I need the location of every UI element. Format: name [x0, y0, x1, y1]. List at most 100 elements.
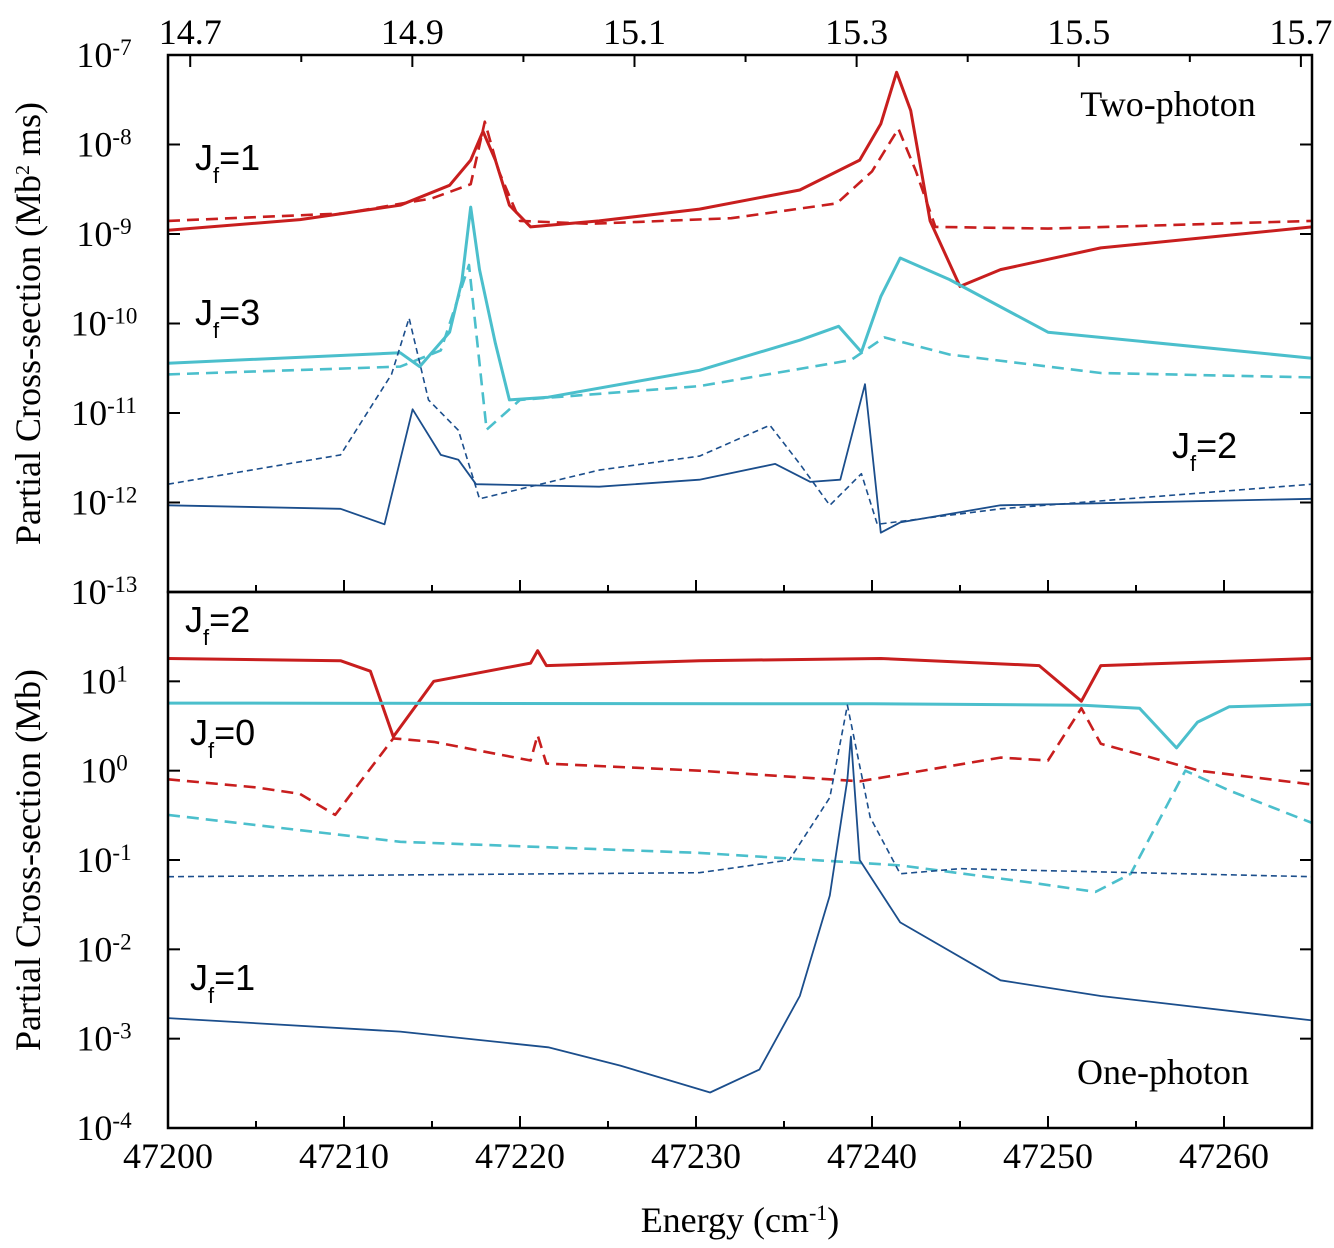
text-part: f: [203, 625, 210, 650]
series-line: [168, 649, 1312, 739]
tick-exponent: -4: [112, 1108, 132, 1133]
annotation: Jf=1: [190, 957, 255, 1008]
text-part: J: [195, 292, 213, 333]
text-part: f: [1190, 451, 1197, 476]
text-part: =1: [219, 137, 260, 178]
text-part: J: [190, 957, 208, 998]
series-line: [168, 769, 1312, 894]
tick-base: 10: [80, 661, 116, 701]
annotation: Jf=3: [195, 292, 260, 343]
series-line: [168, 701, 1312, 750]
y-tick-label: 100: [80, 750, 128, 791]
x2-tick-label: 14.9: [381, 12, 444, 52]
tick-base: 10: [76, 929, 112, 969]
series-group: [168, 649, 1312, 1094]
tick-base: 10: [76, 214, 112, 254]
y-tick-label: 10-11: [71, 393, 137, 434]
text-part: =2: [209, 599, 250, 640]
series-line: [168, 120, 1312, 230]
tick-exponent: 1: [116, 661, 128, 686]
y-tick-label: 10-3: [76, 1018, 131, 1059]
tick-exponent: -8: [112, 124, 131, 149]
x-tick-label: 47220: [475, 1136, 565, 1176]
x2-tick-label: 15.1: [603, 12, 666, 52]
tick-base: 10: [71, 393, 107, 433]
annotation: Two-photon: [1080, 84, 1255, 124]
series-line: [168, 70, 1312, 288]
text-part: J: [190, 712, 208, 753]
x2-tick-label: 15.5: [1047, 12, 1110, 52]
series-line: [168, 317, 1312, 526]
text-part: f: [213, 318, 220, 343]
text-part: f: [208, 983, 215, 1008]
y-tick-label: 10-1: [76, 840, 131, 881]
annotation: Jf=1: [195, 137, 260, 188]
y-tick-label: 10-13: [71, 572, 138, 613]
x2-tick-label: 14.7: [159, 12, 222, 52]
tick-base: 10: [76, 35, 112, 75]
series-line: [168, 735, 1312, 1094]
text-part: J: [1172, 425, 1190, 466]
x-axis-label: Energy (cm-1): [641, 1200, 840, 1241]
series-line: [168, 706, 1312, 817]
tick-base: 10: [71, 572, 107, 612]
tick-exponent: -13: [107, 572, 138, 597]
text-part: J: [195, 137, 213, 178]
y-tick-label: 10-12: [71, 482, 138, 523]
series-line: [168, 383, 1312, 534]
annotation: One-photon: [1077, 1052, 1249, 1092]
x-tick-label: 47250: [1003, 1136, 1093, 1176]
series-line: [168, 263, 1312, 431]
y-axis-label: Partial Cross-section (Mb2 ms): [8, 102, 48, 545]
x-tick-label: 47260: [1179, 1136, 1269, 1176]
text-part: Energy (cm: [641, 1200, 809, 1240]
text-part: f: [213, 163, 220, 188]
tick-base: 10: [80, 751, 116, 791]
text-part: =1: [214, 957, 255, 998]
text-part: =3: [219, 292, 260, 333]
y-tick-label: 101: [80, 661, 128, 702]
text-part: f: [208, 738, 215, 763]
tick-exponent: -7: [112, 35, 131, 60]
tick-base: 10: [76, 1019, 112, 1059]
y-tick-label: 10-10: [71, 303, 138, 344]
tick-base: 10: [76, 125, 112, 165]
plot-frame: [166, 53, 1314, 594]
tick-base: 10: [71, 483, 107, 523]
y-tick-label: 10-8: [76, 124, 131, 165]
text-part: =0: [214, 712, 255, 753]
tick-base: 10: [76, 1108, 112, 1148]
tick-exponent: -9: [112, 214, 131, 239]
text-part: ms): [8, 102, 48, 165]
text-part: 2: [12, 165, 34, 175]
tick-exponent: -11: [107, 393, 137, 418]
tick-base: 10: [76, 840, 112, 880]
tick-base: 10: [71, 304, 107, 344]
series-group: [168, 70, 1312, 534]
x-tick-label: 47230: [651, 1136, 741, 1176]
y-tick-label: 10-9: [76, 214, 131, 255]
text-part: Partial Cross-section (Mb: [8, 175, 48, 545]
x2-tick-label: 15.7: [1269, 12, 1332, 52]
series-line: [168, 704, 1312, 878]
y-axis-label: Partial Cross-section (Mb): [8, 669, 48, 1051]
x-tick-label: 47200: [123, 1136, 213, 1176]
text-part: J: [185, 599, 203, 640]
x2-tick-label: 15.3: [825, 12, 888, 52]
text-part: -1: [809, 1200, 827, 1225]
x-tick-label: 47210: [299, 1136, 389, 1176]
tick-exponent: -10: [107, 303, 138, 328]
tick-exponent: -12: [107, 482, 138, 507]
tick-exponent: -2: [112, 929, 131, 954]
tick-exponent: -1: [112, 840, 131, 865]
annotation: Jf=0: [190, 712, 255, 763]
tick-exponent: -3: [112, 1018, 131, 1043]
y-tick-label: 10-2: [76, 929, 131, 970]
series-line: [168, 205, 1312, 402]
x-tick-label: 47240: [827, 1136, 917, 1176]
annotation: Jf=2: [185, 599, 250, 650]
tick-exponent: 0: [116, 750, 128, 775]
y-tick-label: 10-7: [76, 35, 131, 76]
plot-frame: [166, 590, 1314, 1130]
